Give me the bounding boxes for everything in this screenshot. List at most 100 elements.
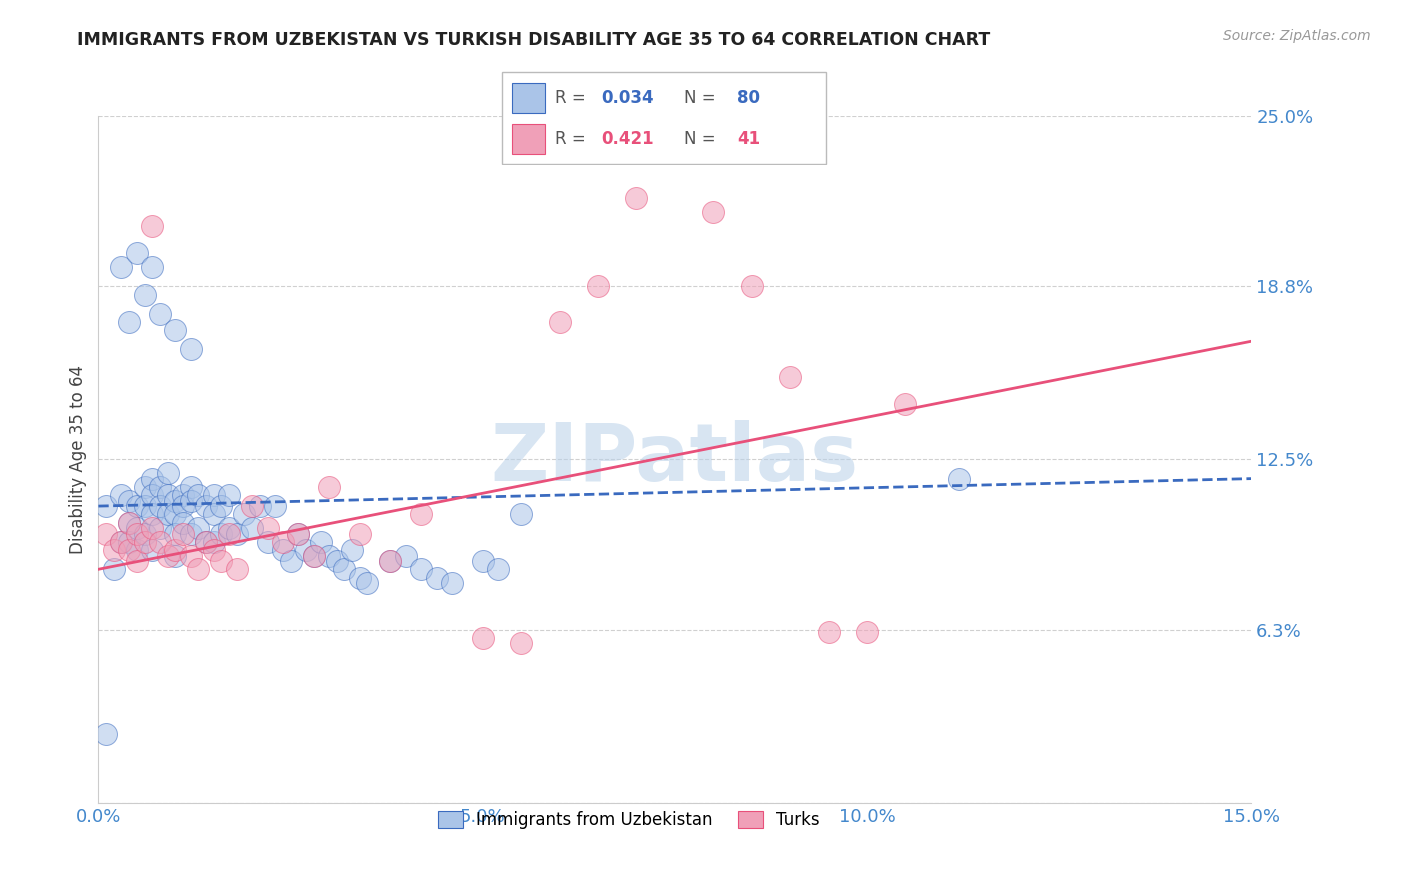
Text: 41: 41: [737, 130, 761, 148]
Point: [180, 526, 202, 541]
Point: [894, 397, 917, 411]
Point: [165, 508, 187, 522]
Point: [180, 493, 202, 508]
Point: [817, 625, 839, 640]
Point: [125, 499, 148, 513]
Point: [380, 554, 402, 568]
Text: R =: R =: [555, 88, 592, 106]
Point: [165, 323, 187, 337]
Point: [134, 526, 156, 541]
Point: [349, 570, 371, 584]
Point: [94, 727, 117, 741]
Point: [180, 480, 202, 494]
Point: [218, 488, 240, 502]
Point: [149, 521, 172, 535]
Y-axis label: Disability Age 35 to 64: Disability Age 35 to 64: [69, 365, 87, 554]
Text: ZIPatlas: ZIPatlas: [491, 420, 859, 499]
Point: [948, 472, 970, 486]
Point: [134, 534, 156, 549]
Point: [149, 307, 172, 321]
Point: [486, 562, 509, 576]
Point: [340, 543, 363, 558]
Point: [134, 287, 156, 301]
Point: [779, 370, 801, 384]
Point: [187, 562, 209, 576]
Point: [118, 543, 141, 558]
Text: R =: R =: [555, 130, 592, 148]
Point: [302, 549, 325, 563]
Point: [149, 499, 172, 513]
Point: [141, 521, 163, 535]
Point: [349, 526, 371, 541]
Point: [302, 549, 325, 563]
Point: [165, 493, 187, 508]
Point: [118, 493, 141, 508]
Point: [209, 499, 232, 513]
Point: [141, 260, 163, 274]
Point: [125, 543, 148, 558]
Point: [118, 534, 141, 549]
Point: [125, 246, 148, 260]
Point: [411, 562, 433, 576]
Point: [141, 508, 163, 522]
Text: 80: 80: [737, 88, 761, 106]
Point: [209, 554, 232, 568]
Point: [295, 543, 318, 558]
Point: [548, 315, 571, 329]
Point: [411, 508, 433, 522]
Point: [110, 534, 132, 549]
Point: [149, 534, 172, 549]
Point: [333, 562, 356, 576]
Point: [103, 543, 125, 558]
FancyBboxPatch shape: [502, 72, 827, 164]
Point: [118, 516, 141, 530]
Text: Source: ZipAtlas.com: Source: ZipAtlas.com: [1223, 29, 1371, 43]
Point: [318, 480, 340, 494]
Point: [172, 516, 194, 530]
Point: [172, 526, 194, 541]
Point: [225, 562, 247, 576]
Point: [240, 499, 263, 513]
Point: [471, 631, 494, 645]
Point: [249, 499, 271, 513]
Point: [271, 534, 294, 549]
Text: 0.421: 0.421: [602, 130, 654, 148]
Point: [110, 534, 132, 549]
Point: [187, 488, 209, 502]
FancyBboxPatch shape: [512, 124, 546, 153]
Point: [187, 521, 209, 535]
Point: [180, 549, 202, 563]
Point: [510, 508, 533, 522]
Point: [195, 534, 218, 549]
Point: [202, 508, 225, 522]
Text: N =: N =: [685, 88, 721, 106]
Point: [233, 508, 256, 522]
Point: [172, 499, 194, 513]
Point: [156, 488, 179, 502]
Point: [225, 526, 247, 541]
Point: [280, 554, 302, 568]
Point: [118, 516, 141, 530]
Point: [209, 526, 232, 541]
Point: [180, 343, 202, 357]
Point: [240, 521, 263, 535]
Point: [141, 543, 163, 558]
Point: [94, 499, 117, 513]
Point: [287, 526, 309, 541]
Point: [141, 219, 163, 233]
FancyBboxPatch shape: [512, 83, 546, 112]
Point: [202, 543, 225, 558]
Point: [471, 554, 494, 568]
Point: [440, 576, 463, 591]
Point: [318, 549, 340, 563]
Text: N =: N =: [685, 130, 721, 148]
Point: [141, 488, 163, 502]
Point: [134, 480, 156, 494]
Point: [149, 480, 172, 494]
Point: [741, 279, 763, 293]
Point: [218, 526, 240, 541]
Point: [702, 205, 724, 219]
Point: [311, 534, 333, 549]
Point: [380, 554, 402, 568]
Point: [94, 526, 117, 541]
